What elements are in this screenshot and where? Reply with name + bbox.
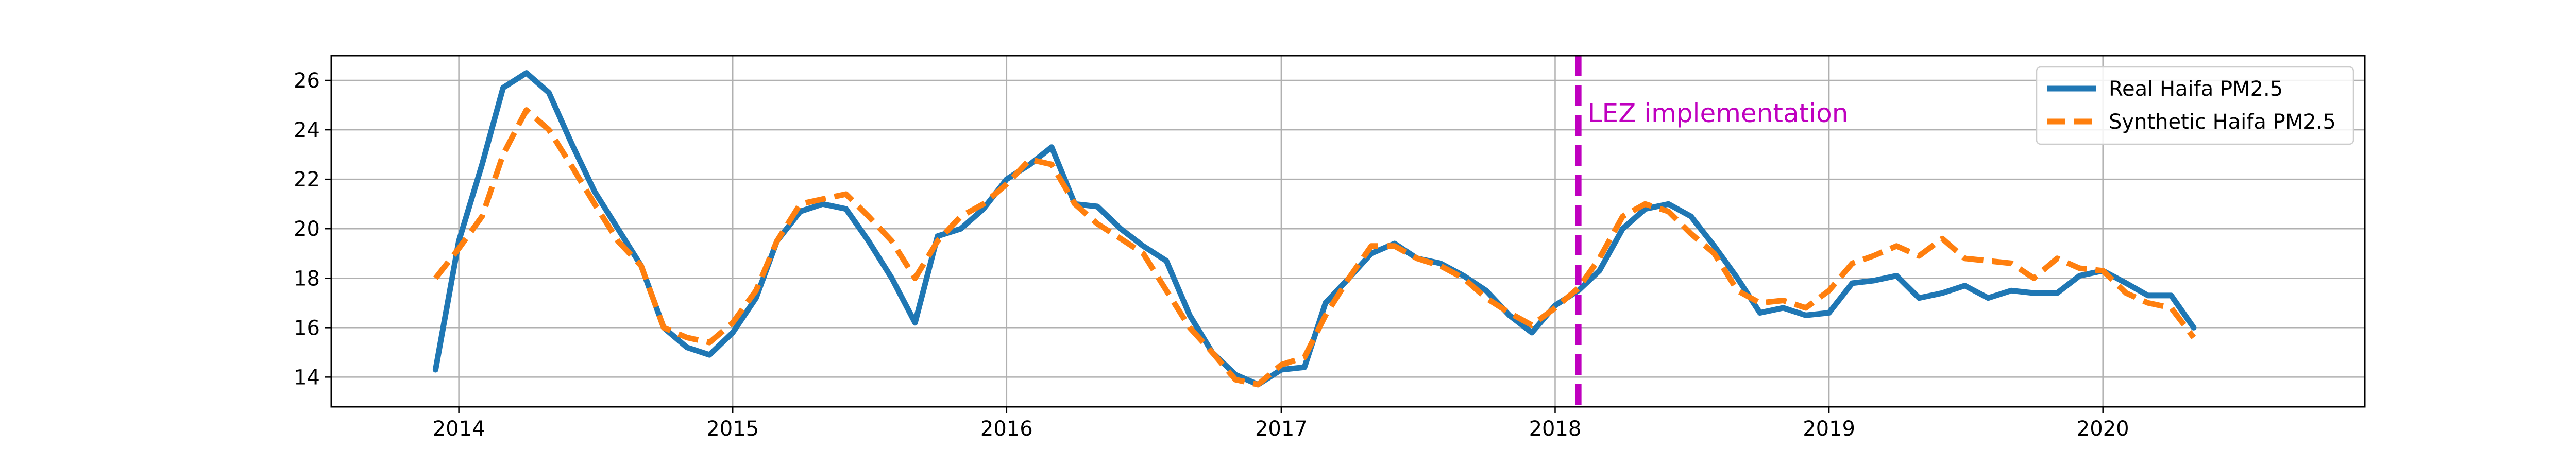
plot-frame (330, 55, 2366, 408)
x-tick-label: 2020 (2077, 417, 2129, 441)
annotations: LEZ implementation (1575, 56, 1849, 407)
x-tick-label: 2014 (433, 417, 485, 441)
legend-label-real: Real Haifa PM2.5 (2109, 77, 2283, 101)
legend-box (2036, 66, 2354, 145)
series-lines (432, 70, 2197, 388)
x-tick-label: 2015 (706, 417, 759, 441)
axis-ticks: 2014 2015 2016 2017 2018 2019 2020 14 16 18 20 22 24… (294, 69, 2129, 441)
y-tick-label: 16 (294, 316, 320, 340)
y-tick-label: 14 (294, 366, 320, 389)
legend: Real Haifa PM2.5 Synthetic Haifa PM2.5 (2036, 66, 2354, 145)
y-tick-label: 24 (294, 118, 320, 142)
y-tick-label: 20 (294, 217, 320, 241)
x-tick-label: 2016 (980, 417, 1033, 441)
legend-label-synthetic: Synthetic Haifa PM2.5 (2109, 110, 2336, 134)
lez-implementation-label: LEZ implementation (1588, 98, 1849, 128)
x-tick-label: 2018 (1529, 417, 1582, 441)
y-tick-label: 22 (294, 168, 320, 192)
y-tick-label: 18 (294, 267, 320, 290)
series-line-synthetic (433, 107, 2196, 388)
y-tick-label: 26 (294, 69, 320, 93)
x-tick-label: 2019 (1803, 417, 1855, 441)
x-tick-label: 2017 (1255, 417, 1308, 441)
series-line-real (432, 70, 2197, 388)
